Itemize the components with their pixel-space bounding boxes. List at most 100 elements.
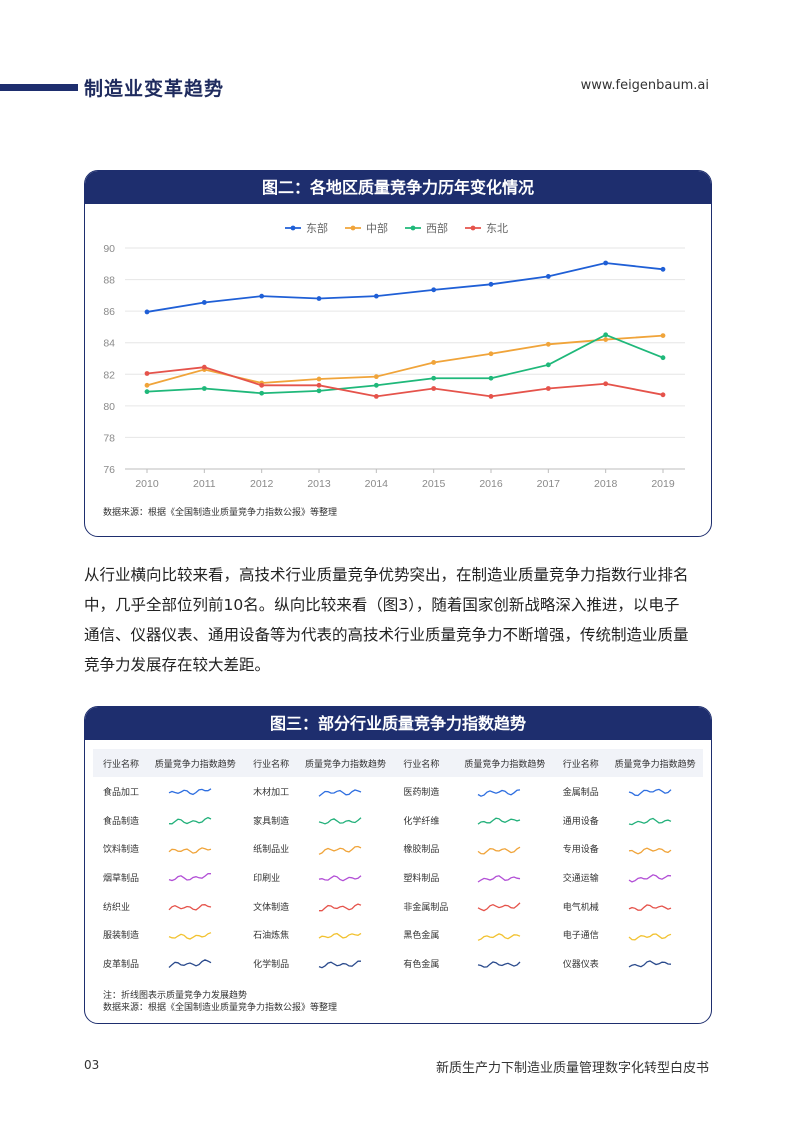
trend-cell [605, 806, 703, 835]
trend-sparkline [318, 932, 362, 939]
sparkline-path [478, 875, 521, 883]
industry-name: 非金属制品 [403, 902, 449, 913]
table-header-row: 行业名称 质量竞争力指数趋势 行业名称 质量竞争力指数趋势 行业名称 质量竞争力… [93, 749, 703, 777]
trend-sparkline [168, 846, 211, 854]
x-tick-label: 2016 [479, 478, 503, 490]
y-tick-label: 84 [103, 338, 115, 350]
data-point [660, 355, 666, 361]
data-point [488, 393, 494, 399]
trend-cell [454, 863, 552, 892]
trend-sparkline [628, 933, 671, 941]
legend-marker [290, 225, 296, 231]
data-point [373, 382, 379, 388]
y-tick-label: 88 [103, 275, 115, 287]
x-tick-label: 2014 [365, 478, 389, 490]
x-tick-label: 2017 [537, 478, 561, 490]
trend-sparkline [318, 875, 362, 882]
trend-cell [605, 863, 703, 892]
trend-sparkline [628, 789, 672, 797]
data-point [488, 351, 494, 357]
data-point [431, 386, 437, 391]
col-header-trend: 质量竞争力指数趋势 [454, 749, 553, 777]
sparkline-path [168, 931, 212, 940]
trend-cell [145, 834, 243, 863]
data-point [431, 375, 437, 381]
trend-cell [454, 949, 552, 978]
data-point [660, 392, 666, 398]
data-point [603, 381, 609, 387]
trend-cell [454, 834, 552, 863]
sparkline-path [628, 933, 671, 941]
trend-sparkline [168, 959, 212, 969]
trend-sparkline [168, 931, 212, 940]
data-point [545, 386, 551, 391]
table-row: 服装制造 石油炼焦 黑色金属 电子通信 [93, 920, 703, 949]
y-tick-label: 76 [103, 464, 115, 476]
figure2-heading: 图二：各地区质量竞争力历年变化情况 [85, 171, 711, 204]
trend-cell [605, 777, 703, 806]
trend-sparkline [318, 789, 362, 798]
x-tick-label: 2010 [135, 478, 159, 490]
sparkline-path [168, 816, 212, 825]
trend-sparkline [628, 874, 671, 884]
trend-cell [145, 863, 243, 892]
trend-cell [454, 892, 552, 921]
figure3-card: 图三：部分行业质量竞争力指数趋势 行业名称 质量竞争力指数趋势 行业名称 质量竞… [84, 706, 712, 1024]
figure2-card: 图二：各地区质量竞争力历年变化情况 东部 中部 西部 东北 76 78 80 82 84 86 8… [84, 170, 712, 537]
paragraph-line: 通信、仪器仪表、通用设备等为代表的高技术行业质量竞争力不断增强，传统制造业质量 [84, 626, 689, 644]
trend-cell [605, 949, 703, 978]
sparkline-path [628, 789, 672, 797]
trend-cell [145, 806, 243, 835]
x-tick-label: 2018 [594, 478, 618, 490]
website-url[interactable]: www.feigenbaum.ai [580, 78, 709, 93]
sparkline-path [478, 932, 521, 941]
sparkline-path [628, 874, 671, 884]
sparkline-path [318, 903, 362, 912]
trend-sparkline [478, 902, 521, 912]
trend-cell [605, 920, 703, 949]
trend-sparkline [628, 847, 671, 855]
industry-name: 橡胶制品 [403, 845, 440, 856]
industry-name: 金属制品 [562, 787, 599, 798]
paragraph-line: 中，几乎全部位列前10名。纵向比较来看（图3），随着国家创新战略深入推进，以电子 [84, 596, 680, 614]
data-point [201, 386, 207, 391]
sparkline-path [168, 788, 212, 796]
sparkline-path [318, 817, 362, 825]
trend-sparkline [318, 817, 362, 825]
table-row: 皮革制品 化学制品 有色金属 仪器仪表 [93, 949, 703, 978]
trend-sparkline [628, 817, 671, 826]
sparkline-path [628, 960, 671, 968]
trend-cell [605, 834, 703, 863]
trend-sparkline [628, 960, 671, 968]
sparkline-path [478, 789, 521, 798]
y-tick-label: 78 [103, 432, 115, 444]
x-tick-label: 2015 [422, 478, 446, 490]
industry-name: 石油炼焦 [253, 931, 290, 942]
figure3-heading: 图三：部分行业质量竞争力指数趋势 [85, 707, 711, 740]
trend-sparkline [168, 873, 211, 882]
sparkline-path [318, 960, 361, 969]
industry-name: 饮料制造 [103, 845, 140, 856]
industry-name: 食品加工 [103, 787, 140, 798]
legend-marker [350, 225, 356, 231]
trend-cell [295, 920, 393, 949]
data-point [201, 300, 207, 305]
col-header-name: 行业名称 [93, 749, 145, 777]
data-point [201, 364, 207, 370]
data-point [259, 293, 265, 299]
x-tick-label: 2012 [250, 478, 274, 490]
data-point [259, 390, 265, 396]
sparkline-path [168, 846, 211, 854]
trend-cell [145, 949, 243, 978]
data-point [373, 374, 379, 380]
data-point [316, 382, 322, 388]
data-point [316, 388, 322, 394]
table-row: 纺织业 文体制造 非金属制品 电气机械 [93, 892, 703, 921]
header-accent-bar [0, 84, 78, 91]
industry-name: 电子通信 [562, 931, 599, 942]
trend-sparkline [478, 817, 521, 825]
sparkline-path [478, 846, 521, 855]
figure3-source: 数据来源：根据《全国制造业质量竞争力指数公报》等整理 [103, 1003, 338, 1013]
x-tick-label: 2013 [307, 478, 331, 490]
table-row: 食品加工 木材加工 医药制造 金属制品 [93, 777, 703, 806]
